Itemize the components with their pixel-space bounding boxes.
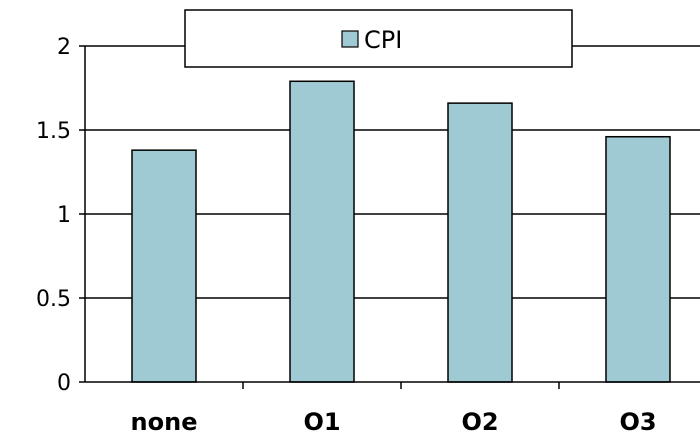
bar-none [131,149,197,383]
y-tick-label: 1.5 [36,119,71,144]
axes [79,45,700,389]
bar-o2 [447,102,513,383]
y-tick-label: 0.5 [36,287,71,312]
y-tick-labels: 0 0.5 1 1.5 2 [36,35,71,396]
bar-o1 [289,80,355,383]
y-tick-label: 1 [57,203,71,228]
x-tick-labels: none O1 O2 O3 [131,408,657,436]
legend-label: CPI [364,26,402,54]
x-tick-label-o2: O2 [461,408,498,435]
x-tick-label-none: none [131,408,198,435]
legend-swatch [341,30,359,48]
x-tick-label-o3: O3 [619,408,656,435]
bar-o3 [605,135,671,383]
bars [131,80,671,383]
y-tick-label: 0 [57,371,71,396]
y-tick-label: 2 [57,35,71,60]
legend: CPI [184,9,573,68]
x-tick-label-o1: O1 [303,408,340,435]
legend-box [184,9,573,68]
